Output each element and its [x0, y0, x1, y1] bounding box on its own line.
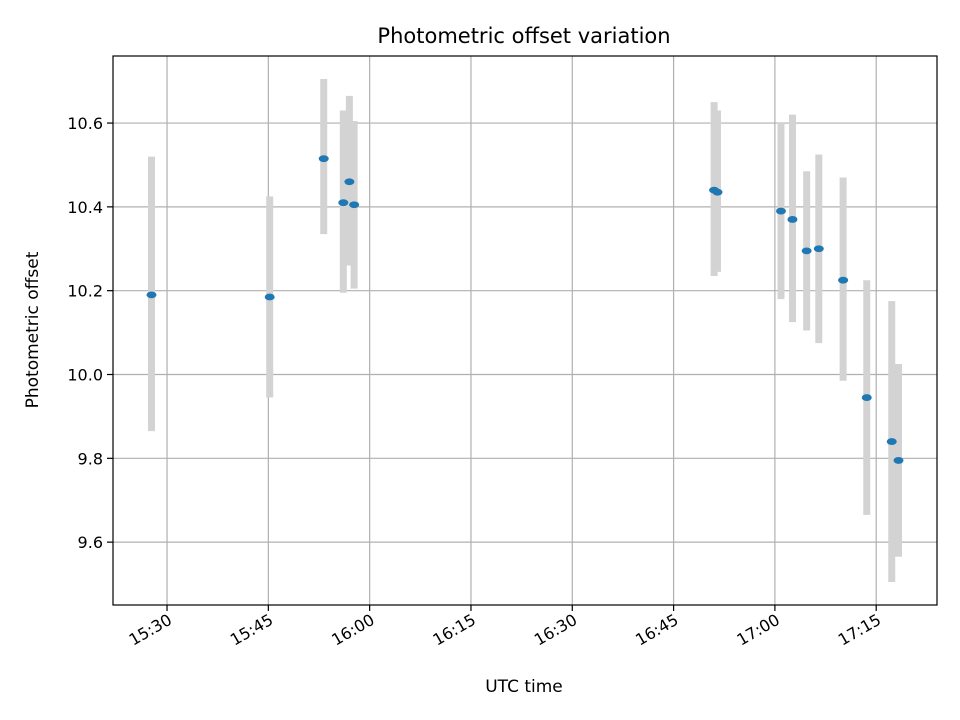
x-tick-label: 16:45	[632, 610, 681, 650]
y-tick-label: 10.4	[67, 198, 103, 217]
y-tick-label: 9.8	[78, 449, 103, 468]
y-axis-label: Photometric offset	[23, 251, 43, 408]
data-point	[838, 276, 849, 284]
plot-area-frame	[112, 55, 938, 606]
data-point	[318, 155, 329, 163]
x-tick-label: 15:30	[126, 610, 175, 650]
x-tick-label: 16:15	[430, 610, 479, 650]
data-point	[349, 201, 360, 209]
y-tick-label: 10.2	[67, 282, 103, 301]
error-bars	[147, 79, 903, 582]
data-point	[893, 457, 904, 464]
data-point	[712, 188, 723, 196]
y-tick-label: 10.6	[67, 114, 103, 133]
x-tick-label: 16:30	[531, 610, 580, 650]
chart-title: Photometric offset variation	[377, 24, 670, 48]
data-point	[813, 245, 824, 253]
data-point	[146, 291, 157, 299]
x-tick-label: 16:00	[328, 610, 377, 650]
x-axis-label: UTC time	[485, 677, 563, 697]
data-point	[775, 207, 786, 215]
data-point	[886, 438, 897, 445]
data-point	[344, 178, 355, 186]
x-axis-ticks: 15:30 15:45 16:00 16:15 16:30 16:45 17:00 17:15	[126, 605, 884, 650]
data-point	[801, 247, 812, 255]
grid-lines	[113, 56, 937, 605]
x-tick-label: 17:00	[733, 610, 782, 650]
data-point	[787, 216, 798, 223]
y-axis-ticks: 9.6 9.8 10.0 10.2 10.4 10.6	[67, 114, 113, 552]
y-tick-label: 10.0	[67, 366, 103, 385]
data-points	[146, 155, 904, 464]
data-point	[861, 394, 872, 401]
data-point	[338, 199, 349, 207]
y-tick-label: 9.6	[78, 533, 103, 552]
x-tick-label: 17:15	[835, 610, 884, 650]
x-tick-label: 15:45	[227, 610, 276, 650]
data-point	[264, 293, 275, 301]
